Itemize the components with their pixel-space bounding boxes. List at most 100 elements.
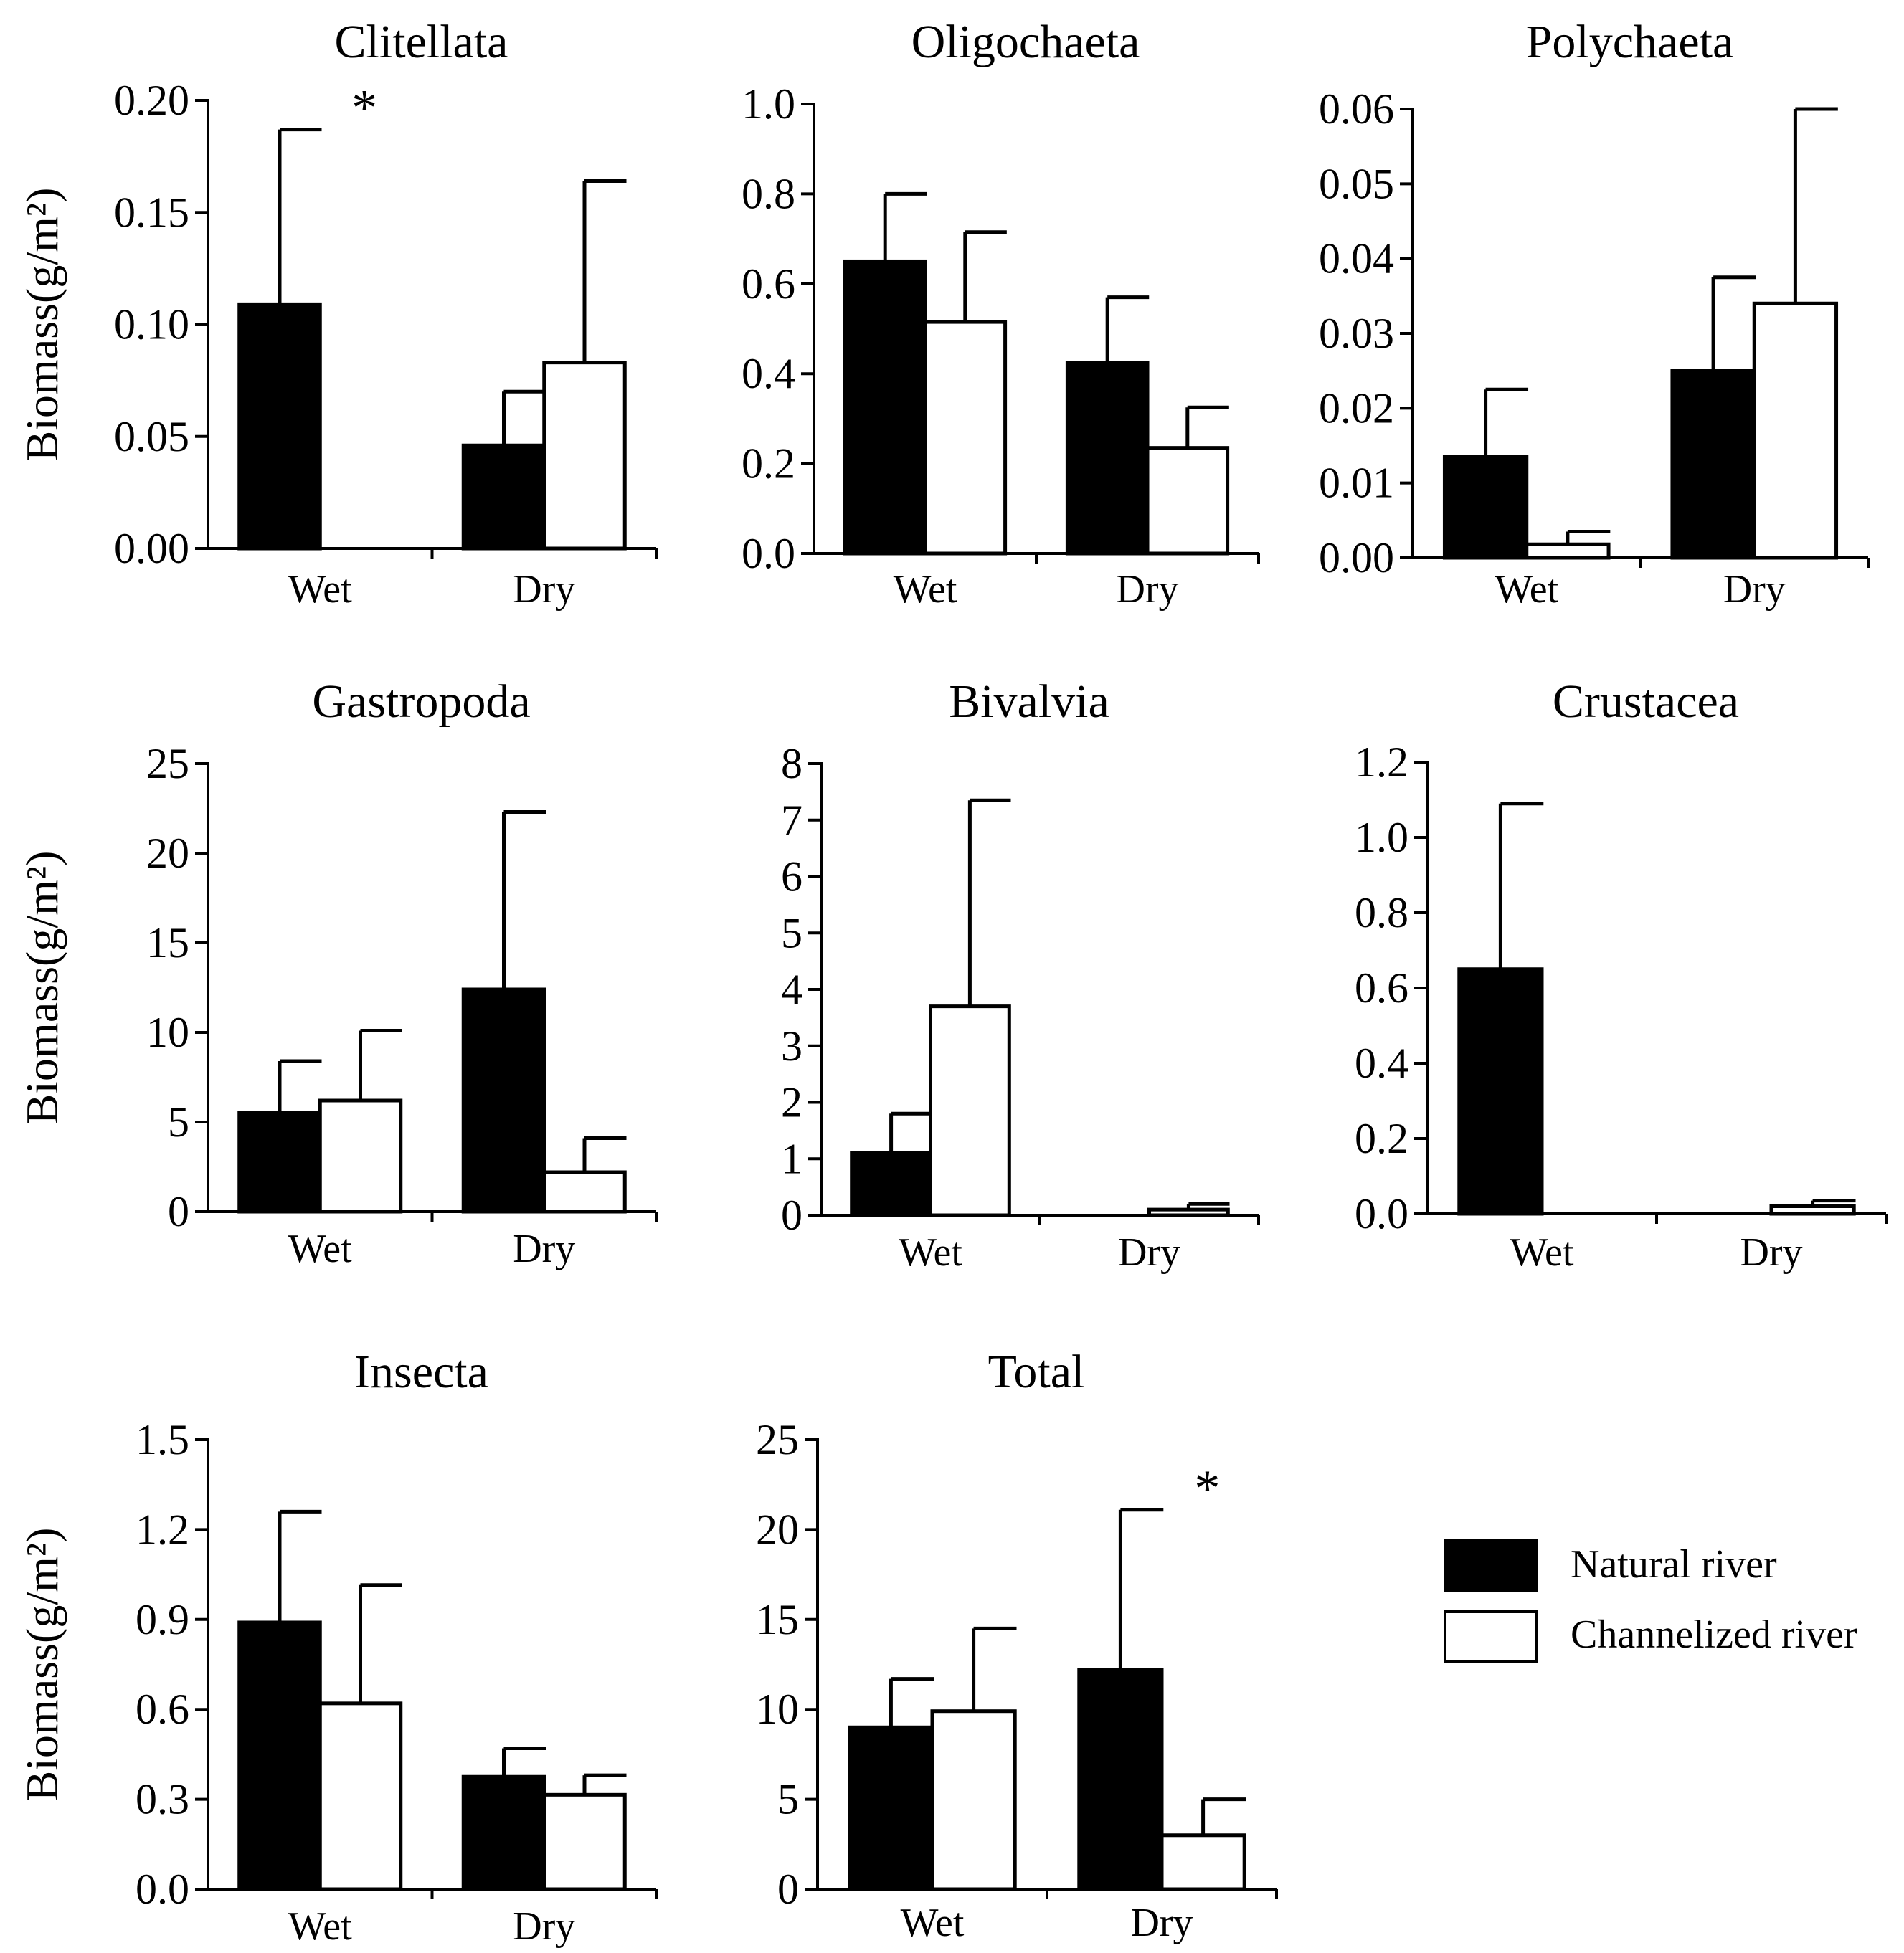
- y-axis-label: Biomass(g/m²): [16, 851, 67, 1125]
- y-tick-label: 0.0: [136, 1866, 189, 1913]
- bar-channelized-wet: [318, 1098, 403, 1214]
- significance-asterisk: *: [1194, 1460, 1220, 1517]
- y-tick-label: 5: [781, 909, 802, 956]
- legend-label-natural: Natural river: [1571, 1542, 1777, 1587]
- y-tick-label: 1.0: [742, 80, 795, 128]
- bar-channelized-dry: [542, 1170, 627, 1214]
- y-tick-label: 0.20: [114, 77, 189, 124]
- y-tick-label: 2: [781, 1079, 802, 1126]
- chart-title: Clitellata: [335, 16, 508, 68]
- bar-natural-dry: [1077, 1668, 1164, 1891]
- y-tick-label: 1.5: [136, 1416, 189, 1463]
- bar-channelized-dry: [1160, 1833, 1246, 1891]
- x-tick-label: Dry: [1130, 1901, 1193, 1945]
- legend-label-channelized: Channelized river: [1571, 1612, 1857, 1657]
- bar-channelized-dry: [1145, 446, 1230, 556]
- bar-natural-dry: [1065, 361, 1150, 556]
- y-tick-label: 0: [781, 1192, 802, 1239]
- y-tick-label: 7: [781, 797, 802, 844]
- y-tick-label: 0.05: [1319, 160, 1394, 207]
- x-tick-label: Wet: [288, 567, 352, 612]
- y-tick-label: 0.06: [1319, 85, 1394, 133]
- bar-channelized-dry: [1769, 1204, 1856, 1216]
- x-tick-label: Wet: [288, 1227, 352, 1271]
- chart-title: Polychaeta: [1526, 16, 1734, 68]
- y-tick-label: 0.6: [1355, 964, 1408, 1012]
- bar-natural-wet: [237, 1111, 322, 1214]
- bar-natural-wet: [237, 302, 322, 551]
- y-tick-label: 0.04: [1319, 235, 1394, 282]
- y-tick-label: 20: [756, 1506, 799, 1553]
- y-tick-label: 1.2: [136, 1506, 189, 1553]
- y-tick-label: 0.8: [1355, 889, 1408, 936]
- y-tick-label: 0.15: [114, 189, 189, 236]
- x-tick-label: Dry: [1116, 567, 1178, 612]
- bar-natural-wet: [1442, 455, 1529, 560]
- x-tick-label: Wet: [1495, 567, 1558, 612]
- x-tick-label: Wet: [901, 1901, 965, 1945]
- x-tick-label: Dry: [513, 1904, 575, 1949]
- y-tick-label: 0.4: [742, 350, 795, 397]
- bar-channelized-wet: [1525, 542, 1611, 560]
- x-tick-label: Wet: [288, 1904, 352, 1949]
- bar-channelized-wet: [318, 1701, 403, 1891]
- y-tick-label: 0.2: [742, 440, 795, 488]
- chart-panel-crustacea: Crustacea 0.0 0.2 0.4 0.6 0.8 1.0 1.2 Wet Dry: [1355, 675, 1888, 1275]
- y-tick-label: 5: [168, 1098, 189, 1146]
- chart-title: Gastropoda: [312, 675, 530, 728]
- bar-natural-dry: [461, 443, 546, 551]
- y-tick-label: 4: [781, 966, 802, 1013]
- y-tick-label: 1.2: [1355, 738, 1408, 786]
- y-tick-label: 10: [146, 1009, 189, 1056]
- y-tick-label: 0.05: [114, 413, 189, 460]
- y-tick-label: 0: [168, 1188, 189, 1235]
- y-axis-label: Biomass(g/m²): [16, 1528, 67, 1802]
- y-tick-label: 0: [777, 1866, 799, 1913]
- bar-natural-wet: [237, 1620, 322, 1891]
- bar-natural-wet: [848, 1725, 934, 1891]
- y-tick-label: 3: [781, 1022, 802, 1070]
- y-tick-label: 0.4: [1355, 1040, 1408, 1087]
- y-tick-label: 25: [146, 740, 189, 787]
- significance-asterisk: *: [351, 80, 377, 137]
- bar-channelized-dry: [542, 1792, 627, 1891]
- bar-channelized-dry: [1752, 301, 1839, 560]
- bar-natural-dry: [461, 1774, 546, 1891]
- chart-title: Bivalvia: [949, 675, 1109, 728]
- chart-title: Crustacea: [1553, 675, 1739, 728]
- chart-panel-total: Total 0 5 10 15 20 25 Wet Dry *: [756, 1346, 1278, 1945]
- x-tick-label: Wet: [1510, 1230, 1574, 1275]
- bar-natural-wet: [1457, 967, 1544, 1216]
- chart-panel-insecta: Insecta Biomass(g/m²) 0.0 0.3 0.6 0.9 1.2 1.5 We…: [16, 1346, 658, 1949]
- y-tick-label: 0.6: [742, 260, 795, 308]
- chart-panel-bivalvia: Bivalvia 0 1 2 3 4 5 6 7 8 Wet Dry: [781, 675, 1260, 1275]
- y-tick-label: 20: [146, 830, 189, 877]
- bar-natural-wet: [850, 1151, 932, 1217]
- y-tick-label: 0.02: [1319, 384, 1394, 432]
- y-tick-label: 1.0: [1355, 814, 1408, 861]
- bar-channelized-dry: [542, 361, 627, 551]
- bar-channelized-wet: [923, 320, 1008, 556]
- y-axis-label: Biomass(g/m²): [16, 188, 67, 462]
- y-tick-label: 0.6: [136, 1686, 189, 1733]
- y-tick-label: 0.03: [1319, 310, 1394, 357]
- chart-title: Total: [988, 1346, 1085, 1398]
- x-tick-label: Dry: [1118, 1230, 1180, 1275]
- chart-panel-polychaeta: Polychaeta 0.00 0.01 0.02 0.03 0.04 0.05 0.06 We…: [1319, 16, 1870, 612]
- y-tick-label: 0.00: [114, 525, 189, 572]
- y-tick-label: 0.2: [1355, 1115, 1408, 1162]
- bar-natural-dry: [1670, 369, 1756, 560]
- y-tick-label: 0.0: [1355, 1190, 1408, 1237]
- legend-swatch-natural: [1444, 1539, 1538, 1592]
- y-tick-label: 0.0: [742, 530, 795, 577]
- y-tick-label: 8: [781, 740, 802, 787]
- y-tick-label: 1: [781, 1135, 802, 1182]
- bar-natural-dry: [461, 987, 546, 1214]
- y-tick-label: 15: [756, 1596, 799, 1643]
- y-tick-label: 0.10: [114, 301, 189, 348]
- chart-panel-gastropoda: Gastropoda Biomass(g/m²) 0 5 10 15 20 25 Wet Dry: [16, 675, 658, 1271]
- y-tick-label: 15: [146, 919, 189, 966]
- x-tick-label: Wet: [899, 1230, 962, 1275]
- y-tick-label: 10: [756, 1686, 799, 1733]
